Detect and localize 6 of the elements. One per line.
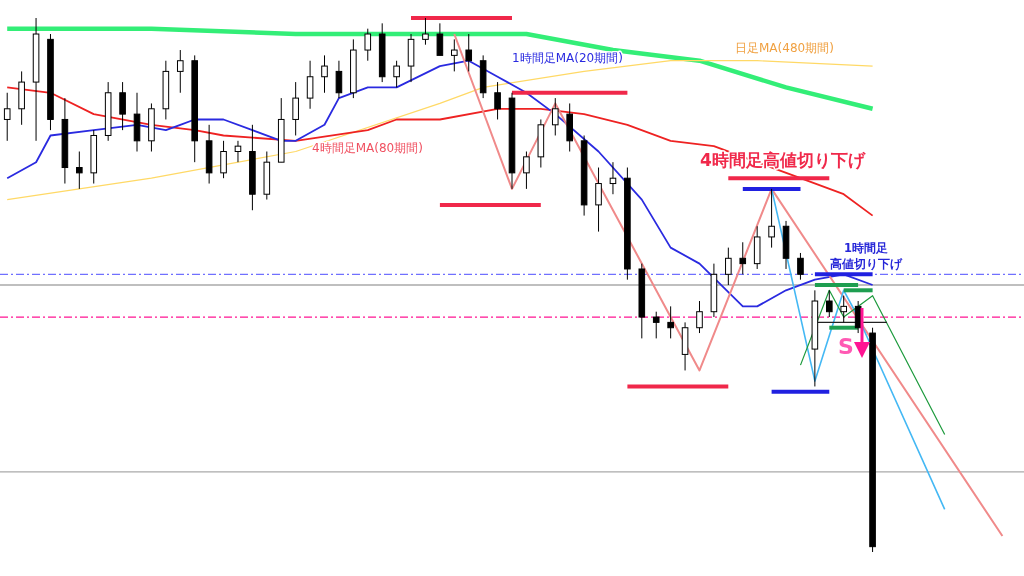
annotation: 高値切り下げ [830,257,902,271]
series-label: 1時間足MA(20期間) [512,51,623,65]
annotation: 1時間足 [844,241,888,255]
series-label: 日足MA(480期間) [735,41,834,55]
annotation: S [838,334,854,359]
series-label: 4時間足MA(80期間) [312,141,423,155]
